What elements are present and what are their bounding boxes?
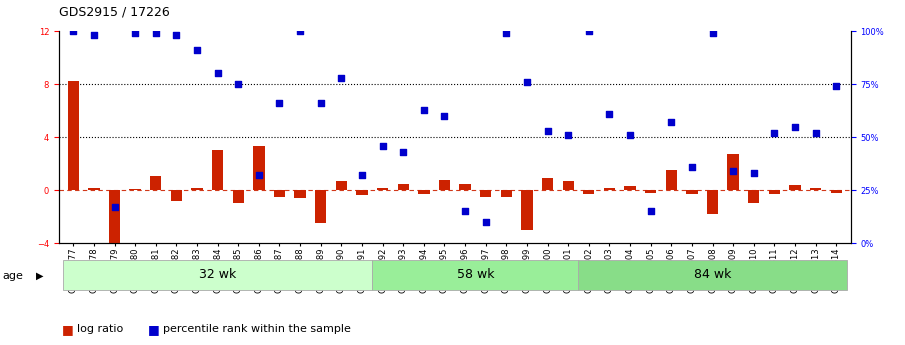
Point [66, 28, 81, 34]
Point [685, 164, 700, 170]
Bar [253, 146, 264, 190]
Bar [728, 154, 738, 190]
Bar [294, 190, 306, 198]
Point [643, 209, 658, 214]
Bar [624, 186, 635, 190]
Point [252, 172, 266, 178]
Point [231, 81, 245, 87]
Text: GDS2915 / 17226: GDS2915 / 17226 [59, 5, 169, 18]
Bar [88, 188, 100, 190]
Bar [212, 150, 224, 190]
Point [829, 83, 843, 89]
Bar [707, 190, 719, 214]
Bar [748, 190, 759, 204]
Bar [810, 188, 822, 190]
Bar [191, 188, 203, 190]
Bar [665, 170, 677, 190]
Point [561, 132, 576, 138]
Text: percentile rank within the sample: percentile rank within the sample [163, 325, 351, 334]
Point [582, 28, 596, 34]
Text: ■: ■ [62, 323, 73, 336]
Point [602, 111, 616, 117]
FancyBboxPatch shape [63, 260, 372, 290]
Text: ▶: ▶ [36, 271, 43, 281]
Bar [109, 190, 120, 246]
Point [128, 30, 142, 36]
Point [458, 209, 472, 214]
Bar [521, 190, 533, 230]
Point [540, 128, 555, 134]
Point [664, 119, 679, 125]
Bar [500, 190, 512, 197]
Bar [789, 185, 801, 190]
Bar [563, 181, 574, 190]
Point [108, 204, 122, 210]
Point [355, 172, 369, 178]
Point [396, 149, 411, 155]
Point [519, 79, 534, 85]
Bar [583, 190, 595, 194]
Point [169, 32, 184, 38]
Bar [542, 178, 553, 190]
Point [623, 132, 637, 138]
Bar [645, 190, 656, 193]
Bar [480, 190, 491, 197]
Point [293, 28, 308, 34]
Bar [336, 181, 347, 190]
Point [437, 113, 452, 119]
Text: 84 wk: 84 wk [694, 268, 731, 281]
Bar [376, 188, 388, 190]
Point [272, 100, 287, 106]
Bar [686, 190, 698, 194]
Bar [460, 184, 471, 190]
Point [148, 30, 163, 36]
Bar [397, 184, 409, 190]
Point [416, 107, 431, 112]
Point [787, 124, 802, 129]
FancyBboxPatch shape [372, 260, 578, 290]
Bar [68, 81, 79, 190]
Point [210, 71, 224, 76]
Point [767, 130, 782, 136]
Bar [418, 190, 430, 194]
Bar [604, 188, 615, 190]
FancyBboxPatch shape [578, 260, 846, 290]
Text: 32 wk: 32 wk [199, 268, 236, 281]
Bar [357, 190, 367, 196]
Text: age: age [3, 271, 24, 281]
Point [334, 75, 348, 80]
Point [499, 30, 513, 36]
Point [313, 100, 328, 106]
Text: log ratio: log ratio [77, 325, 123, 334]
Point [747, 170, 761, 176]
Bar [831, 190, 842, 193]
Text: 58 wk: 58 wk [457, 268, 494, 281]
Point [808, 130, 823, 136]
Point [87, 32, 101, 38]
Point [479, 219, 493, 225]
Bar [768, 190, 780, 194]
Bar [129, 189, 141, 190]
Text: ■: ■ [148, 323, 159, 336]
Point [705, 30, 719, 36]
Bar [171, 190, 182, 201]
Point [376, 143, 390, 148]
Bar [439, 179, 450, 190]
Bar [233, 190, 244, 204]
Point [726, 168, 740, 174]
Point [190, 47, 205, 53]
Bar [315, 190, 327, 223]
Bar [274, 190, 285, 197]
Bar [150, 176, 161, 190]
